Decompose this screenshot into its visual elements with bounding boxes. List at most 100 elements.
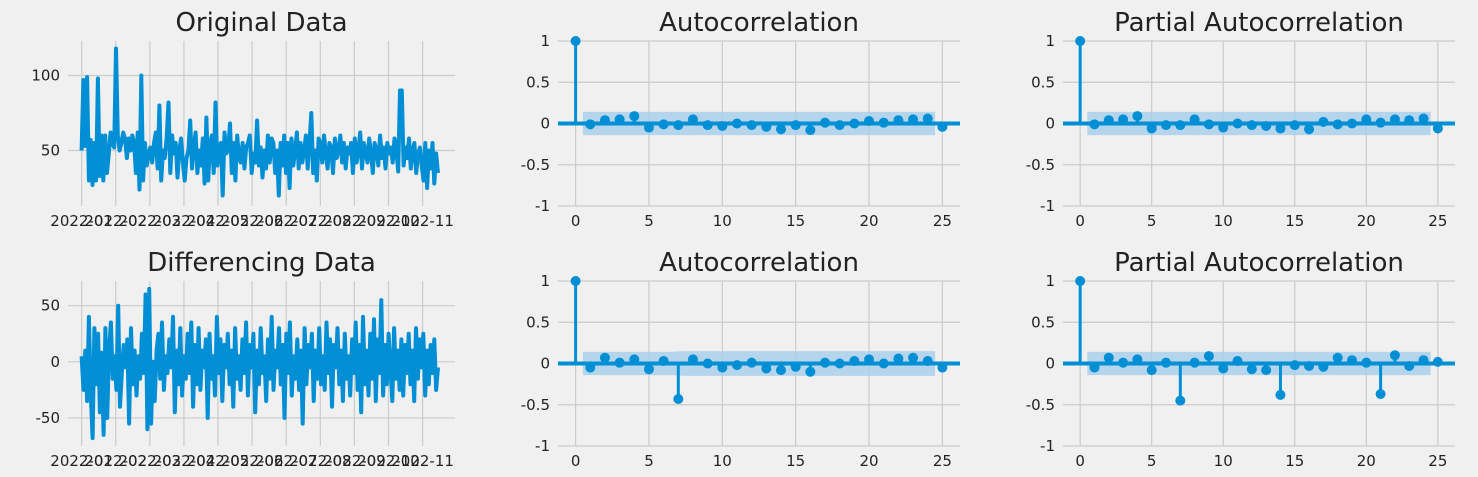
- stem-marker: [1418, 355, 1429, 366]
- chart-panel-acf-differencing: Autocorrelation 0 5 10 15 20 25 1 0.5 0 -0.5 -1: [521, 248, 960, 470]
- stem-marker: [878, 117, 889, 128]
- x-tick-label: 20: [1357, 212, 1376, 230]
- stem-marker: [570, 36, 581, 46]
- stem-marker: [1246, 120, 1257, 131]
- stem-marker: [1318, 116, 1329, 127]
- stem-marker: [731, 360, 742, 371]
- stem-marker: [761, 363, 772, 374]
- x-tick-label: 0: [571, 212, 581, 230]
- stem-marker: [585, 362, 596, 373]
- x-tick-label: 20: [859, 212, 878, 230]
- y-tick-label: 100: [31, 67, 60, 85]
- x-tick-label: 2022-09: [323, 452, 386, 470]
- y-tick-label: 1: [540, 272, 550, 290]
- x-tick-label: 5: [1147, 212, 1157, 230]
- x-tick-label: 0: [1075, 452, 1085, 470]
- stem-marker: [1332, 352, 1343, 363]
- chart-title: Original Data: [175, 8, 347, 38]
- x-tick-label: 2022-05: [187, 212, 250, 230]
- x-tick-label: 2022-04: [153, 212, 216, 230]
- stem-marker: [849, 118, 860, 129]
- x-tick-label: 2022-08: [289, 452, 352, 470]
- y-tick-label: 1: [540, 32, 550, 50]
- stem-marker: [1232, 118, 1243, 129]
- stem-marker: [614, 357, 625, 368]
- stem-marker: [1304, 124, 1315, 135]
- stem-marker: [658, 356, 669, 367]
- chart-title: Autocorrelation: [659, 8, 859, 38]
- stem-marker: [1289, 120, 1300, 131]
- x-tick-label: 2022-04: [153, 452, 216, 470]
- stem-marker: [878, 358, 889, 369]
- stem-marker: [1418, 113, 1429, 124]
- stem-marker: [908, 114, 919, 125]
- stem-marker: [893, 353, 904, 364]
- stem-marker: [1075, 276, 1086, 286]
- stem-marker: [1261, 120, 1272, 131]
- stem-marker: [1103, 115, 1114, 126]
- x-axis: 0 5 10 15 20 25: [1075, 281, 1447, 470]
- x-axis: 0 5 10 15 20 25: [571, 41, 952, 230]
- stem-marker: [643, 364, 654, 375]
- chart-title: Partial Autocorrelation: [1114, 248, 1404, 278]
- x-tick-label: 2022-09: [323, 212, 386, 230]
- stem-marker: [1161, 120, 1172, 131]
- y-tick-label: -0.5: [521, 156, 550, 174]
- x-tick-label: 15: [1285, 452, 1304, 470]
- x-tick-label: 2022-02: [84, 212, 147, 230]
- stem-marker: [570, 276, 581, 286]
- x-tick-label: 10: [713, 212, 732, 230]
- x-tick-label: 2022-10: [357, 212, 420, 230]
- series-line: [79, 46, 440, 198]
- stem-marker: [834, 358, 845, 369]
- chart-panel-original: Original Data2022-012022-022022-032022-0…: [31, 8, 455, 230]
- stem-marker: [1375, 117, 1386, 128]
- x-tick-label: 20: [1357, 452, 1376, 470]
- stem-marker: [864, 354, 875, 365]
- x-tick-label: 5: [1147, 452, 1157, 470]
- stem-marker: [1361, 114, 1372, 125]
- x-tick-label: 2022-03: [118, 212, 181, 230]
- stem-marker: [687, 354, 698, 365]
- stem-marker: [937, 121, 948, 132]
- stem-marker: [599, 352, 610, 363]
- stem-marker: [908, 352, 919, 363]
- stem-marker: [629, 111, 640, 122]
- stem-marker: [1318, 361, 1329, 372]
- x-tick-label: 2022-10: [357, 452, 420, 470]
- stem-marker: [1232, 356, 1243, 367]
- y-tick-label: 0: [1045, 355, 1055, 373]
- stem-marker: [1132, 111, 1143, 122]
- x-tick-label: 10: [1214, 212, 1233, 230]
- stems: [1075, 276, 1443, 406]
- y-tick-label: -0.5: [521, 396, 550, 414]
- x-tick-label: 2022-03: [118, 452, 181, 470]
- stem-marker: [893, 115, 904, 126]
- x-tick-label: 25: [1428, 452, 1447, 470]
- stem-marker: [731, 118, 742, 129]
- y-tick-label: -1: [1040, 437, 1055, 455]
- y-tick-label: -0.5: [1026, 396, 1055, 414]
- stem-marker: [717, 120, 728, 131]
- stem-marker: [1375, 389, 1386, 400]
- stem-marker: [834, 120, 845, 131]
- x-axis: 0 5 10 15 20 25: [1075, 41, 1447, 230]
- y-tick-label: 0: [540, 115, 550, 133]
- stem-marker: [1404, 360, 1415, 371]
- stem-marker: [761, 121, 772, 132]
- stem-marker: [673, 393, 684, 404]
- y-tick-label: -1: [535, 197, 550, 215]
- stem-marker: [629, 354, 640, 365]
- y-tick-label: 0: [1045, 115, 1055, 133]
- stem-marker: [776, 365, 787, 376]
- stem-marker: [1389, 350, 1400, 361]
- stem-marker: [1189, 357, 1200, 368]
- y-tick-label: -1: [1040, 197, 1055, 215]
- stem-marker: [1161, 357, 1172, 368]
- stem-marker: [776, 124, 787, 135]
- x-tick-label: 2022-01: [50, 212, 113, 230]
- stem-marker: [1089, 362, 1100, 373]
- stem-marker: [585, 119, 596, 130]
- stem-marker: [1203, 351, 1214, 362]
